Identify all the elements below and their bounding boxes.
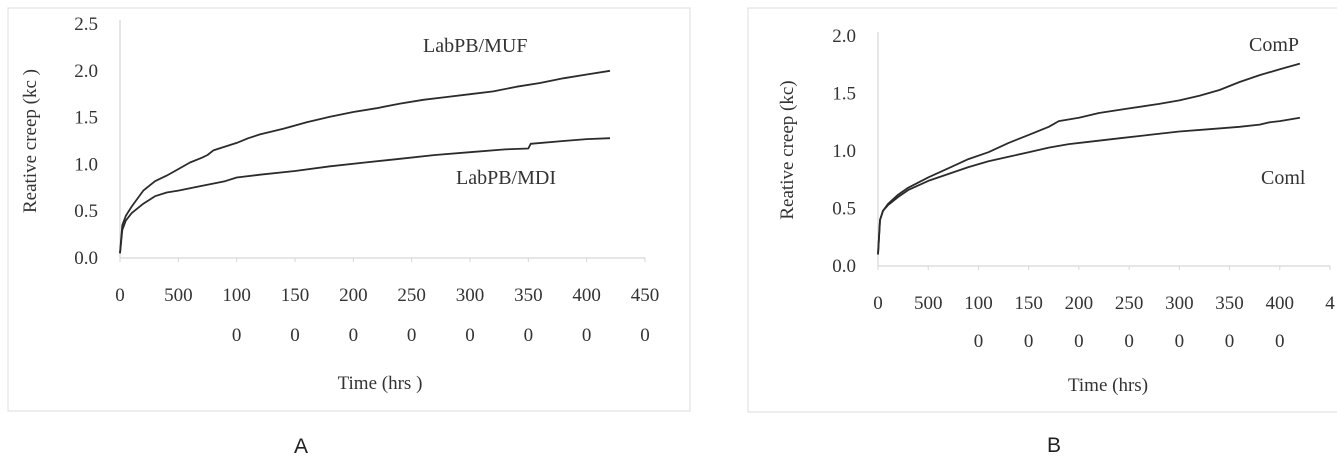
x-tick-label-second-line: 0	[524, 325, 534, 346]
x-tick-label-second-line: 0	[1275, 331, 1285, 352]
x-tick-label: 300	[456, 285, 485, 306]
y-tick-label: 1.0	[74, 154, 98, 175]
x-tick-label: 350	[1215, 293, 1244, 314]
x-tick-label-second-line: 0	[1225, 331, 1235, 352]
x-tick-label: 350	[514, 285, 543, 306]
x-tick-label-second-line: 0	[1175, 331, 1185, 352]
x-axis-title: Time (hrs)	[1068, 375, 1148, 396]
y-tick-label: 0.5	[74, 201, 98, 222]
x-axis-title: Time (hrs )	[338, 373, 423, 394]
x-tick-label-second-line: 0	[640, 325, 650, 346]
x-tick-label: 500	[164, 285, 193, 306]
y-tick-label: 0.5	[832, 199, 856, 220]
y-tick-label: 1.0	[832, 141, 856, 162]
x-tick-label: 150	[281, 285, 310, 306]
x-tick-label-second-line: 0	[407, 325, 417, 346]
x-tick-label-second-line: 0	[1124, 331, 1134, 352]
chart-frame	[7, 7, 691, 412]
x-tick-label: 0	[115, 285, 125, 306]
series-line-labpb-mdi	[119, 137, 611, 254]
x-tick-label: 100	[222, 285, 251, 306]
chart-panel-b: 0.00.51.01.52.00 500 100015002000250030003…	[747, 7, 1337, 457]
x-tick-label: 450	[631, 285, 660, 306]
y-tick-label: 2.0	[74, 61, 98, 82]
series-line-labpb-muf	[119, 69, 611, 254]
y-tick-label: 1.5	[832, 84, 856, 105]
x-tick-label-second-line: 0	[974, 331, 984, 352]
x-tick-label: 300	[1165, 293, 1194, 314]
x-tick-label-second-line: 0	[465, 325, 475, 346]
x-tick-label: 500	[914, 293, 943, 314]
series-label: LabPB/MDI	[456, 167, 556, 189]
x-tick-label-second-line: 0	[582, 325, 592, 346]
x-tick-label-second-line: 0	[1024, 331, 1034, 352]
series-label: ComP	[1249, 34, 1299, 56]
y-tick-label: 2.0	[832, 26, 856, 47]
panel-label: B	[1047, 434, 1061, 457]
y-tick-label: 2.5	[74, 14, 98, 35]
series-line-comp	[877, 62, 1301, 255]
y-axis-title: Reative creep (kc)	[777, 80, 798, 219]
panel-label: A	[294, 435, 308, 458]
x-tick-label-second-line: 0	[232, 325, 242, 346]
chart-panel-a: 0.00.51.01.52.02.50 500 100015002000250030…	[7, 7, 691, 458]
x-tick-label-second-line: 0	[290, 325, 300, 346]
x-tick-label: 250	[1115, 293, 1144, 314]
y-tick-label: 0.0	[74, 248, 98, 269]
series-label: LabPB/MUF	[423, 35, 527, 57]
x-tick-label: 4	[1325, 293, 1335, 314]
x-tick-label: 400	[1266, 293, 1295, 314]
x-tick-label-second-line: 0	[1074, 331, 1084, 352]
y-tick-label: 1.5	[74, 108, 98, 129]
x-tick-label: 400	[572, 285, 601, 306]
y-axis-title: Reative creep (kc )	[20, 69, 41, 213]
x-tick-label: 100	[964, 293, 993, 314]
chart-frame	[747, 7, 1337, 413]
x-tick-label: 250	[397, 285, 426, 306]
y-tick-label: 0.0	[832, 256, 856, 277]
series-line-coml	[877, 116, 1301, 255]
x-tick-label: 200	[1065, 293, 1094, 314]
series-label: Coml	[1261, 167, 1306, 189]
x-tick-label: 200	[339, 285, 368, 306]
x-tick-label: 150	[1014, 293, 1043, 314]
x-tick-label-second-line: 0	[349, 325, 359, 346]
x-tick-label: 0	[873, 293, 883, 314]
